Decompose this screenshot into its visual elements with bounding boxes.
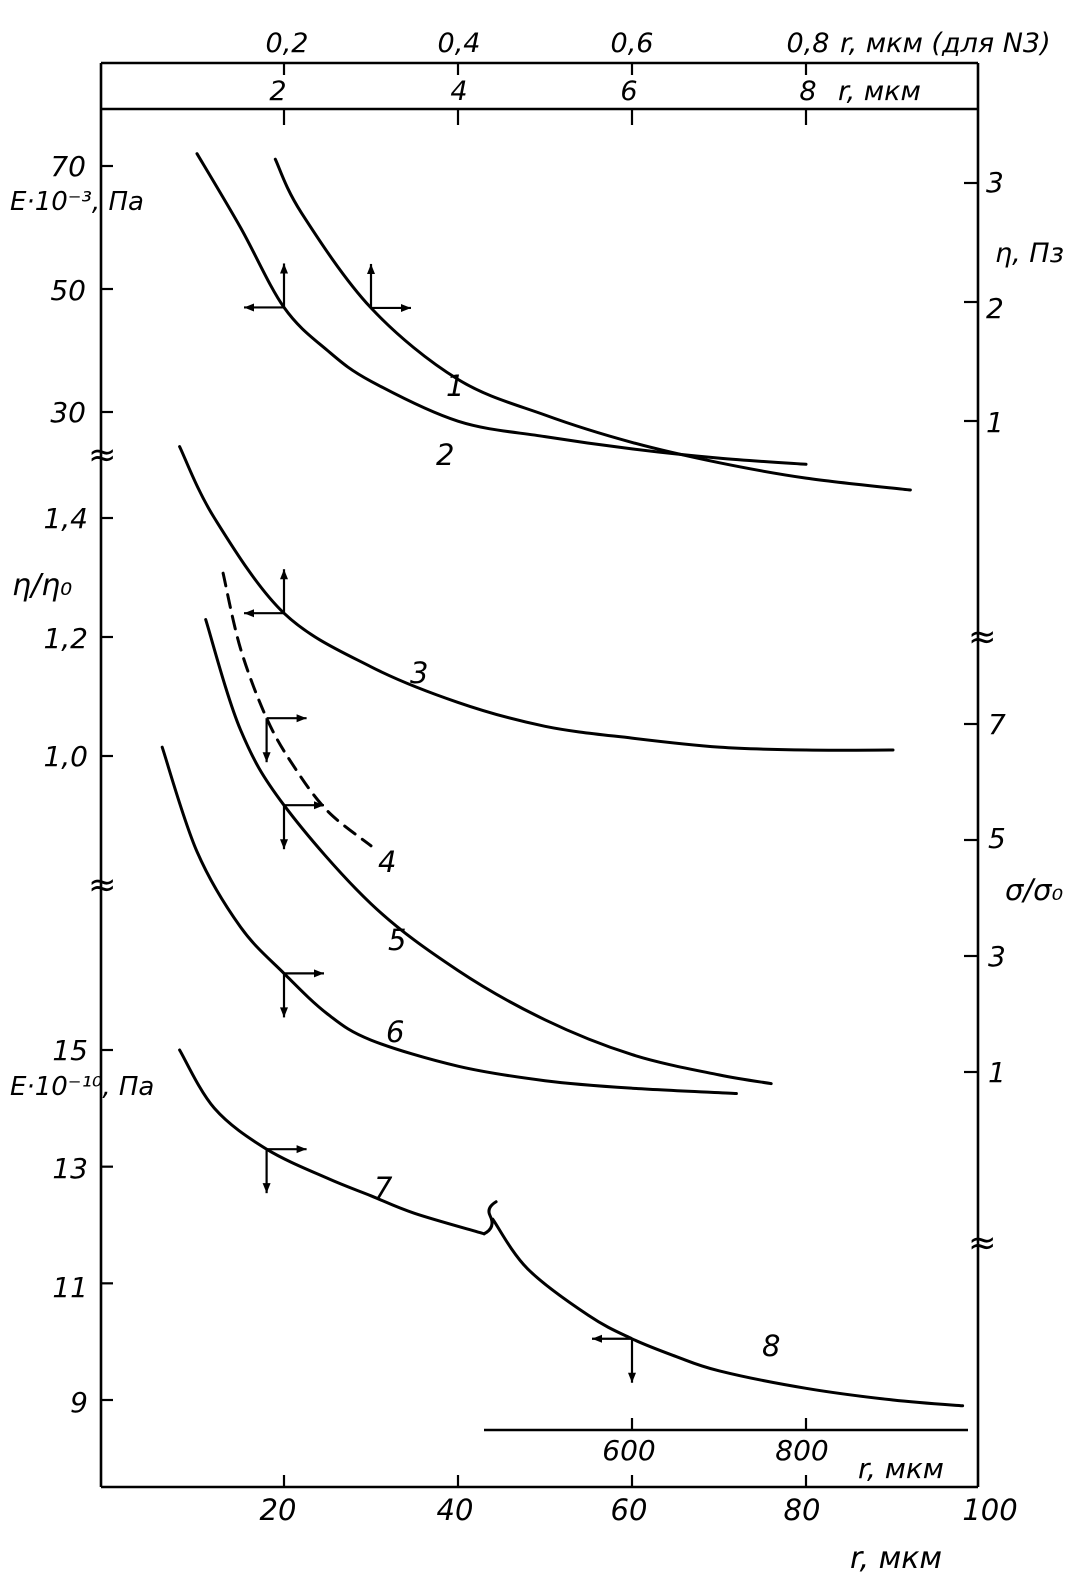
- arrow-head: [401, 303, 411, 312]
- arrow-head: [280, 263, 288, 274]
- arrow-head: [367, 263, 375, 274]
- right-middle-tick-label: 3: [988, 940, 1006, 973]
- arrow-head: [262, 1183, 271, 1194]
- curve-2: [195, 152, 808, 466]
- curve-8: [491, 1217, 965, 1408]
- bottom-axis-title: r, мкм: [850, 1541, 942, 1576]
- right-middle-axis-title: σ/σ₀: [1005, 873, 1064, 907]
- left-bottom-tick-label: 11: [52, 1271, 88, 1304]
- curve-3: [178, 445, 895, 752]
- right-top-tick-label: 1: [986, 406, 1004, 439]
- top-tick-label: 2: [269, 76, 286, 107]
- arrow-head: [592, 1334, 602, 1343]
- left-middle-axis-title: η/η₀: [12, 568, 72, 603]
- left-bottom-axis-title: E·10⁻¹⁰, Па: [10, 1072, 154, 1102]
- top-axis-title: r, мкм: [838, 76, 921, 107]
- right-axis-break-bottom: ≈: [968, 1223, 997, 1263]
- bottom-inner-tick-label: 800: [775, 1434, 828, 1467]
- top-tick-label: 8: [799, 76, 816, 107]
- curve-1: [273, 157, 912, 492]
- left-middle-tick-label: 1,0: [43, 740, 88, 773]
- left-top-tick-label: 70: [50, 150, 86, 183]
- top-outer-tick-label: 0,2: [266, 28, 309, 59]
- top-tick-label: 6: [620, 76, 637, 107]
- top-outer-axis-title: r, мкм (для N3): [840, 28, 1051, 59]
- arrow-head: [314, 969, 324, 978]
- curves: [160, 152, 965, 1408]
- top-outer-tick-label: 0,6: [611, 28, 654, 59]
- arrow-head: [280, 1007, 288, 1018]
- left-axis-break-bottom: ≈: [88, 865, 117, 905]
- axis-assignment-arrows: [244, 263, 636, 1383]
- left-top-tick-label: 50: [50, 274, 86, 307]
- curve-4: [221, 571, 373, 848]
- curve-break-mark: [482, 1200, 498, 1236]
- curve-label-2: 2: [436, 438, 454, 472]
- right-axis-break-top: ≈: [968, 617, 997, 657]
- right-top-tick-label: 3: [986, 166, 1004, 199]
- arrow-head: [262, 752, 271, 763]
- arrow-head: [296, 714, 307, 723]
- tick-marks: [101, 63, 978, 1487]
- left-top-axis-title: E·10⁻³, Па: [10, 187, 144, 217]
- curve-7: [178, 1048, 486, 1236]
- right-middle-tick-label: 7: [988, 708, 1006, 741]
- arrow-head: [244, 609, 254, 618]
- top-outer-tick-label: 0,8: [787, 28, 830, 59]
- left-bottom-tick-label: 15: [52, 1034, 88, 1067]
- arrow-head: [628, 1372, 636, 1383]
- curve-5: [204, 618, 773, 1086]
- arrow-head: [314, 801, 324, 810]
- arrow-head: [280, 839, 288, 850]
- curve-label-4: 4: [378, 845, 396, 879]
- top-outer-tick-label: 0,4: [438, 28, 481, 59]
- curve-6: [160, 745, 738, 1095]
- right-middle-tick-label: 1: [988, 1056, 1006, 1089]
- right-top-axis-title: η, Пз: [995, 238, 1064, 269]
- left-bottom-tick-label: 13: [52, 1152, 88, 1185]
- left-middle-tick-label: 1,4: [43, 502, 88, 535]
- left-axis-break-top: ≈: [88, 435, 117, 475]
- curve-label-7: 7: [374, 1171, 393, 1205]
- right-top-tick-label: 2: [986, 292, 1004, 325]
- bottom-tick-label: 20: [260, 1493, 297, 1527]
- arrow-head: [244, 303, 254, 312]
- right-middle-tick-label: 5: [988, 822, 1006, 855]
- left-top-tick-label: 30: [50, 396, 86, 429]
- bottom-inner-tick-label: 600: [602, 1434, 655, 1467]
- curve-label-1: 1: [446, 369, 464, 403]
- arrow-head: [296, 1145, 307, 1154]
- curve-label-6: 6: [386, 1015, 404, 1049]
- left-middle-tick-label: 1,2: [43, 622, 88, 655]
- bottom-tick-label: 40: [437, 1493, 474, 1527]
- arrow-head: [280, 569, 288, 580]
- top-tick-label: 4: [450, 76, 467, 107]
- bottom-tick-label: 80: [784, 1493, 821, 1527]
- bottom-inner-axis-title: r, мкм: [858, 1452, 944, 1485]
- curve-label-5: 5: [388, 923, 406, 957]
- left-bottom-tick-label: 9: [70, 1386, 88, 1419]
- curve-label-8: 8: [762, 1329, 780, 1363]
- curve-label-3: 3: [410, 656, 428, 690]
- bottom-tick-label: 100: [962, 1493, 1017, 1527]
- bottom-tick-label: 60: [611, 1493, 648, 1527]
